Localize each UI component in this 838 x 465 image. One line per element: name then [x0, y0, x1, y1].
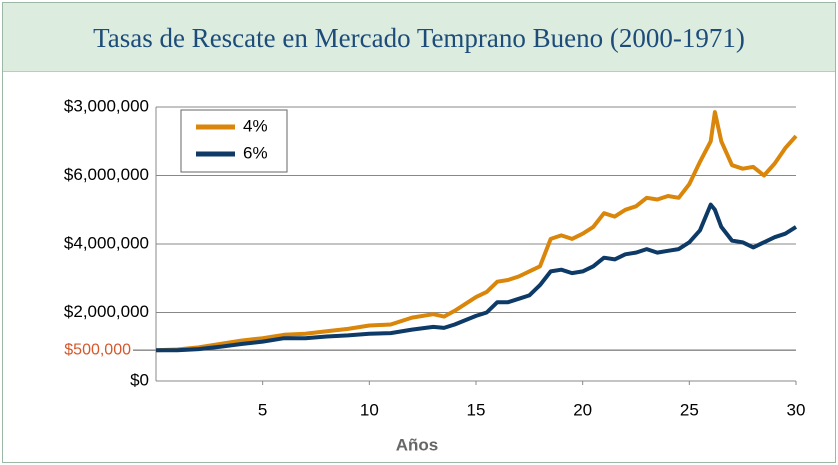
y-tick-label: $6,000,000 — [64, 165, 149, 184]
y-tick-label: $0 — [130, 370, 149, 389]
x-tick-label: 5 — [258, 400, 267, 419]
x-tick-label: 30 — [787, 400, 806, 419]
y-tick-label: $2,000,000 — [64, 302, 149, 321]
x-tick-label: 15 — [467, 400, 486, 419]
legend-box — [180, 109, 288, 173]
series-line — [156, 202, 798, 353]
y-tick-label: $3,000,000 — [64, 96, 149, 115]
title-bar: Tasas de Rescate en Mercado Temprano Bue… — [3, 3, 835, 72]
series-line — [155, 110, 798, 353]
x-tick-label: 10 — [360, 400, 379, 419]
y-tick-label: $500,000 — [64, 341, 131, 358]
legend-label: 6% — [243, 143, 268, 162]
chart-title: Tasas de Rescate en Mercado Temprano Bue… — [93, 23, 745, 53]
legend-label: 4% — [243, 116, 268, 135]
chart: Años $0 $500,000 $2,000,000 $4,000,000 $6,00… — [64, 96, 806, 454]
x-tick-label: 20 — [573, 400, 592, 419]
x-tick-label: 25 — [680, 400, 699, 419]
y-tick-label: $4,000,000 — [64, 233, 149, 252]
x-axis-label: Años — [396, 435, 439, 454]
